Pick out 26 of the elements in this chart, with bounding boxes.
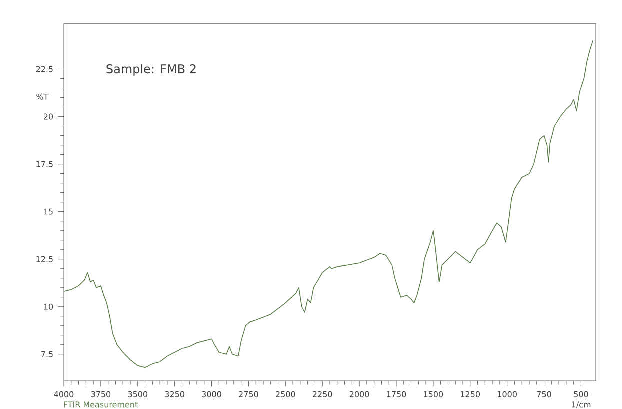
x-tick-label: 1250 — [461, 391, 480, 398]
y-tick-label: 15 — [44, 208, 53, 215]
y-axis-title: %T — [36, 94, 49, 100]
x-tick-label: 4000 — [54, 391, 74, 398]
x-tick-label: 750 — [537, 391, 552, 398]
x-tick-label: 2500 — [276, 391, 296, 398]
x-tick-label: 1000 — [498, 391, 517, 398]
x-tick-label: 3750 — [91, 391, 111, 398]
x-tick-label: 2750 — [239, 391, 258, 398]
y-tick-label: 20 — [44, 114, 54, 120]
x-tick-label: 2000 — [350, 391, 370, 398]
x-tick-label: 3250 — [165, 391, 184, 398]
x-tick-label: 500 — [574, 391, 588, 398]
y-tick-label: 7.5 — [42, 351, 53, 358]
text: FTIR Measurement — [64, 402, 138, 408]
x-tick-label: 2250 — [313, 391, 332, 398]
x-tick-label: 1750 — [387, 391, 406, 398]
y-tick-label: 22.5 — [36, 66, 53, 72]
text: Sample: FMB 2 — [106, 64, 196, 76]
y-tick-label: 12.5 — [36, 256, 53, 262]
y-tick-label: 17.5 — [36, 161, 53, 168]
y-tick-label: 10 — [44, 304, 54, 310]
x-tick-label: 1500 — [424, 391, 444, 398]
x-tick-label: 3000 — [202, 391, 222, 398]
x-tick-label: 3500 — [128, 391, 148, 398]
x-axis-title: 1/cm — [572, 402, 591, 408]
